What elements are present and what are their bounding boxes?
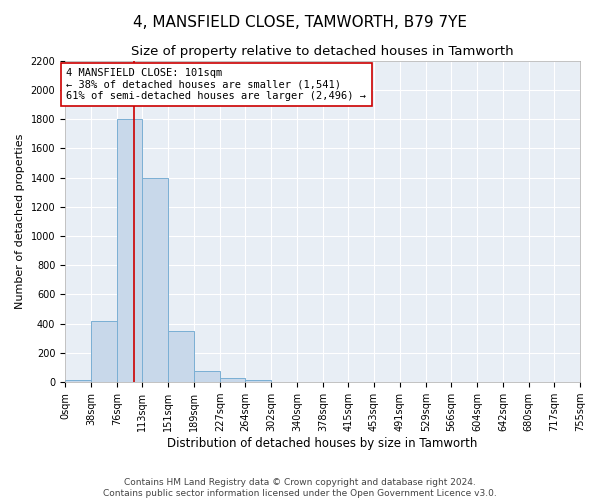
Bar — [142, 178, 168, 382]
Bar — [91, 321, 117, 382]
Y-axis label: Number of detached properties: Number of detached properties — [15, 134, 25, 309]
Bar — [117, 119, 142, 382]
Text: 4, MANSFIELD CLOSE, TAMWORTH, B79 7YE: 4, MANSFIELD CLOSE, TAMWORTH, B79 7YE — [133, 15, 467, 30]
X-axis label: Distribution of detached houses by size in Tamworth: Distribution of detached houses by size … — [167, 437, 478, 450]
Bar — [220, 378, 245, 382]
Bar — [194, 370, 220, 382]
Bar — [168, 331, 194, 382]
Text: 4 MANSFIELD CLOSE: 101sqm
← 38% of detached houses are smaller (1,541)
61% of se: 4 MANSFIELD CLOSE: 101sqm ← 38% of detac… — [67, 68, 367, 101]
Bar — [245, 380, 271, 382]
Bar — [65, 380, 91, 382]
Title: Size of property relative to detached houses in Tamworth: Size of property relative to detached ho… — [131, 45, 514, 58]
Text: Contains HM Land Registry data © Crown copyright and database right 2024.
Contai: Contains HM Land Registry data © Crown c… — [103, 478, 497, 498]
